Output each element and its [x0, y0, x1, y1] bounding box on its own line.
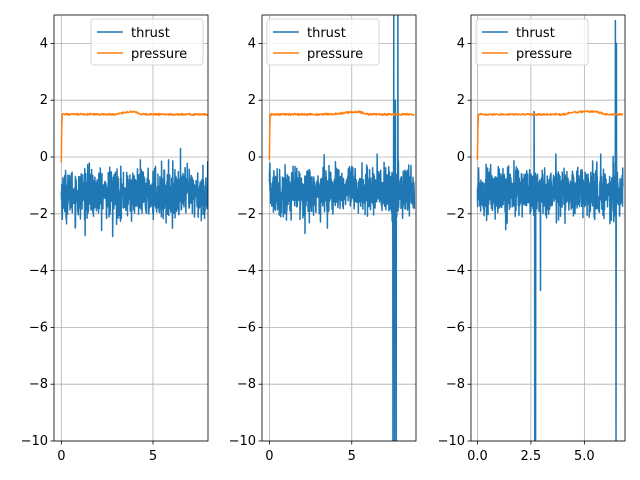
series-thrust-line [60, 147, 208, 238]
x-tick-label: 2.5 [521, 449, 542, 464]
y-tick-label: 4 [457, 36, 465, 51]
y-tick-label: 4 [248, 36, 256, 51]
y-tick-label: 2 [248, 93, 256, 108]
legend-label-pressure: pressure [516, 47, 572, 62]
y-tick-label: 2 [40, 93, 48, 108]
y-tick-label: −4 [237, 264, 256, 279]
legend-label-thrust: thrust [131, 26, 170, 41]
x-tick-label: 0 [57, 449, 65, 464]
x-tick-label: 0.0 [467, 449, 488, 464]
legend-label-pressure: pressure [307, 47, 363, 62]
x-tick-label: 5 [149, 449, 157, 464]
y-tick-label: −6 [446, 320, 465, 335]
legend: thrust pressure [90, 18, 204, 66]
x-tick-label: 5.0 [574, 449, 595, 464]
subplot-1: −10 −8 −6 −4 −2 0 2 4 0 5 thrust pressure [21, 14, 209, 464]
axes-frame [261, 14, 417, 442]
plot-area [268, 15, 416, 441]
y-tick-label: −8 [29, 377, 48, 392]
legend-label-thrust: thrust [307, 26, 346, 41]
y-tick-label: −2 [237, 207, 256, 222]
y-tick-label: 0 [40, 150, 48, 165]
legend-label-pressure: pressure [131, 47, 187, 62]
y-tick-label: −4 [29, 264, 48, 279]
legend: thrust pressure [475, 18, 589, 66]
series-pressure-line [476, 110, 624, 160]
y-tick-label: 0 [248, 150, 256, 165]
series-pressure-line [268, 110, 415, 160]
y-tick-label: −6 [29, 320, 48, 335]
x-tick-label: 0 [265, 449, 273, 464]
y-tick-label: −8 [237, 377, 256, 392]
y-tick-label: 4 [40, 36, 48, 51]
series-thrust-line [268, 15, 416, 441]
legend-label-thrust: thrust [516, 26, 555, 41]
plot-area [476, 19, 624, 441]
y-tick-label: 2 [457, 93, 465, 108]
y-tick-label: −2 [29, 207, 48, 222]
subplot-3: −10 −8 −6 −4 −2 0 2 4 0.0 2.5 5.0 thrust pressure [438, 14, 626, 464]
legend: thrust pressure [266, 18, 380, 66]
plot-area [60, 110, 208, 238]
y-tick-label: −10 [21, 434, 48, 449]
series-pressure-line [60, 110, 208, 163]
axes-frame [53, 14, 209, 442]
y-tick-label: −6 [237, 320, 256, 335]
y-tick-label: 0 [457, 150, 465, 165]
axes-frame [470, 14, 626, 442]
y-tick-label: −10 [229, 434, 256, 449]
y-tick-label: −2 [446, 207, 465, 222]
series-thrust-line [476, 19, 624, 441]
subplot-2: −10 −8 −6 −4 −2 0 2 4 0 5 thrust pressure [229, 14, 417, 464]
x-tick-label: 5 [348, 449, 356, 464]
y-tick-label: −8 [446, 377, 465, 392]
y-tick-label: −4 [446, 264, 465, 279]
y-tick-label: −10 [438, 434, 465, 449]
